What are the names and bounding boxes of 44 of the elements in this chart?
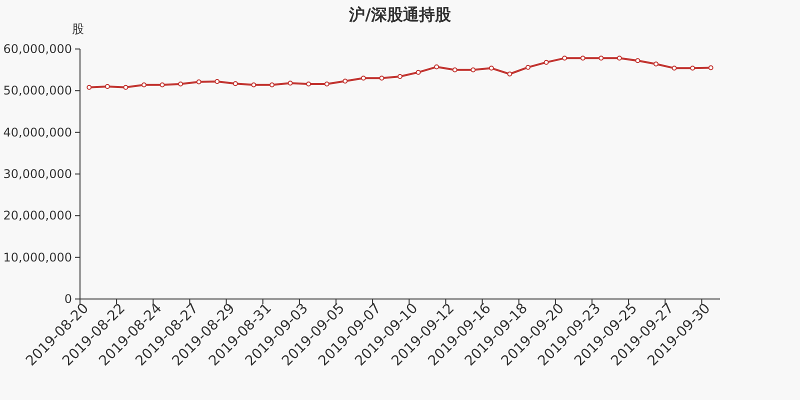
point [270, 82, 274, 88]
point [379, 76, 384, 81]
point [598, 56, 604, 61]
y-tick-label: 50,000,000 [3, 84, 72, 98]
point [342, 78, 348, 84]
chart-title: 沪/深股通持股 [348, 5, 452, 24]
y-tick-label: 0 [64, 292, 72, 306]
point [616, 56, 622, 61]
point [104, 84, 110, 89]
point [196, 79, 202, 84]
point [160, 82, 165, 88]
point [544, 60, 549, 65]
y-tick-label: 60,000,000 [3, 42, 72, 56]
y-tick-label: 10,000,000 [3, 250, 72, 264]
y-tick-label: 20,000,000 [3, 208, 72, 223]
point [306, 82, 312, 86]
point [562, 56, 568, 61]
point [708, 65, 714, 70]
point [416, 70, 421, 75]
y-tick-label: 30,000,000 [3, 167, 72, 181]
point [488, 66, 494, 71]
point [526, 64, 530, 70]
point [690, 66, 696, 71]
point [251, 82, 256, 88]
point [86, 84, 92, 90]
point [654, 62, 658, 66]
point [398, 74, 402, 79]
y-axis-title: 股 [72, 22, 84, 36]
point [178, 82, 184, 86]
point [507, 72, 512, 76]
point [214, 79, 220, 84]
point [580, 56, 586, 61]
point [672, 66, 677, 71]
point [470, 67, 476, 72]
y-tick-label: 40,000,000 [3, 125, 72, 140]
point [452, 67, 458, 72]
point [635, 58, 640, 64]
point [232, 81, 238, 86]
point [288, 80, 293, 86]
point [142, 82, 146, 88]
point [434, 64, 440, 70]
point [360, 76, 366, 81]
point [324, 82, 330, 86]
point [123, 84, 128, 90]
